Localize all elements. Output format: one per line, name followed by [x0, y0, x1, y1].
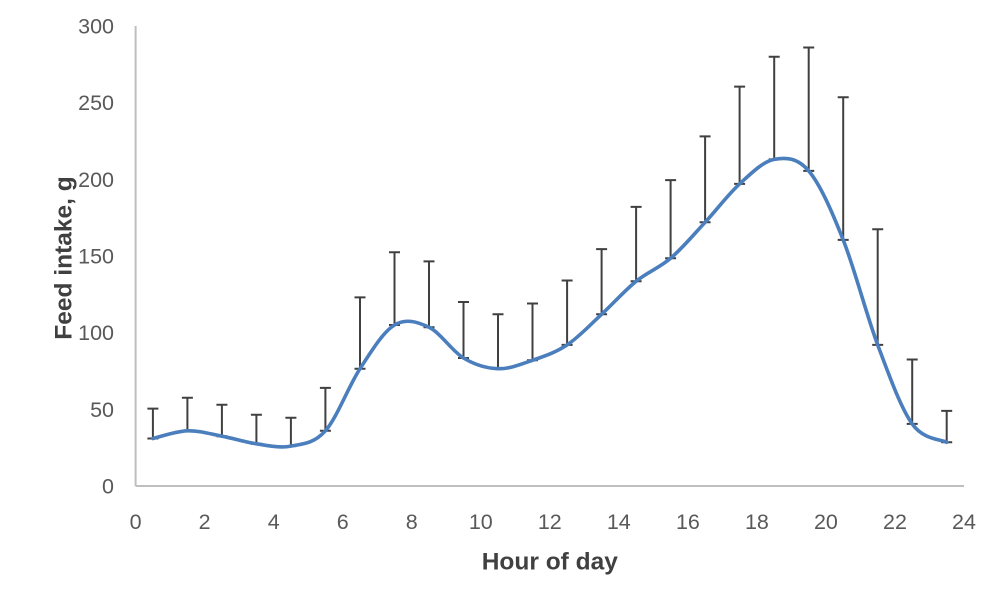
svg-text:200: 200	[78, 168, 114, 192]
svg-text:100: 100	[78, 321, 114, 345]
svg-text:Feed intake, g: Feed intake, g	[51, 176, 78, 339]
svg-text:0: 0	[130, 510, 142, 534]
svg-text:8: 8	[406, 510, 418, 534]
svg-text:22: 22	[883, 510, 907, 534]
svg-text:2: 2	[199, 510, 211, 534]
svg-text:20: 20	[814, 510, 838, 534]
svg-text:300: 300	[78, 15, 114, 39]
svg-text:18: 18	[745, 510, 769, 534]
svg-text:4: 4	[268, 510, 280, 534]
svg-text:12: 12	[538, 510, 562, 534]
svg-text:250: 250	[78, 91, 114, 115]
svg-text:14: 14	[607, 510, 631, 534]
svg-text:Hour of day: Hour of day	[482, 549, 618, 576]
svg-text:0: 0	[102, 475, 114, 499]
svg-text:50: 50	[90, 398, 114, 422]
svg-text:16: 16	[676, 510, 700, 534]
svg-text:10: 10	[469, 510, 493, 534]
svg-text:6: 6	[337, 510, 349, 534]
svg-text:24: 24	[952, 510, 976, 534]
svg-text:150: 150	[78, 245, 114, 269]
